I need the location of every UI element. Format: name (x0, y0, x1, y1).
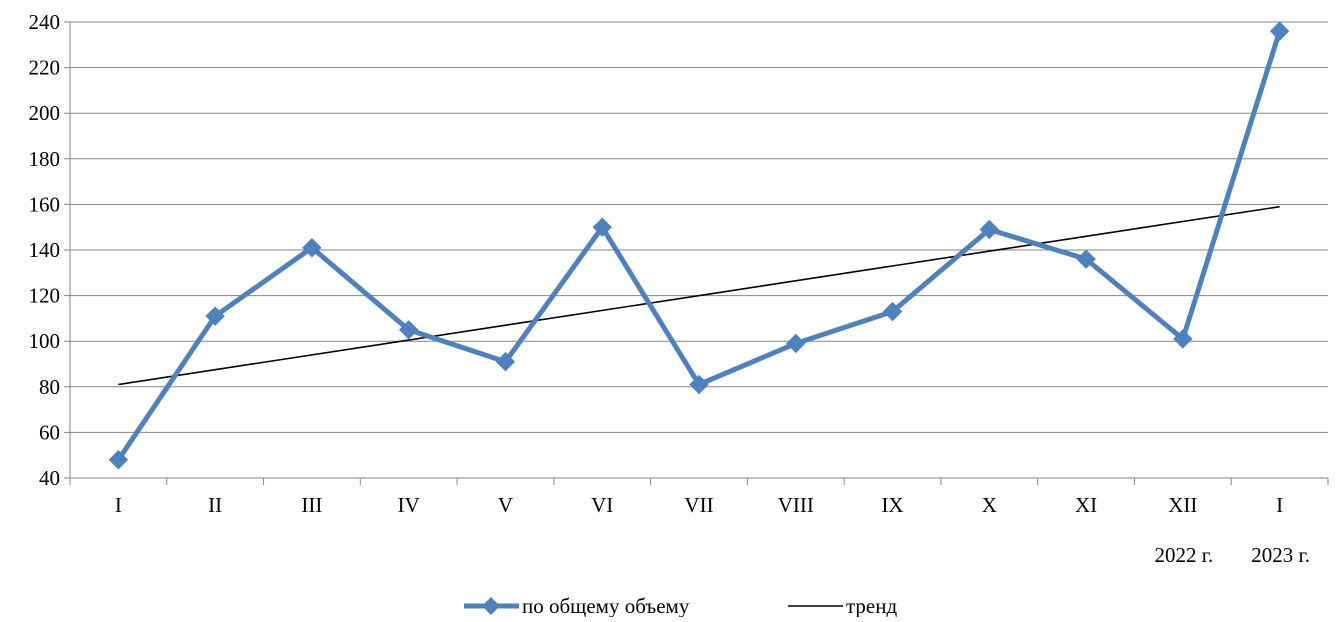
y-tick-label: 140 (29, 238, 61, 262)
x-tick-label: VI (591, 493, 613, 517)
legend-marker (482, 597, 500, 615)
data-point (302, 238, 322, 258)
y-tick-label: 220 (29, 56, 61, 80)
y-tick-label: 120 (29, 284, 61, 308)
y-tick-label: 180 (29, 147, 61, 171)
x-tick-label: III (301, 493, 322, 517)
data-point (108, 450, 129, 470)
legend-label-trend: тренд (846, 594, 897, 617)
series-line-po-obshchemu-obemu (115, 28, 1283, 463)
y-tick-label: 100 (29, 329, 61, 353)
data-point (979, 219, 1000, 240)
x-tick-label: VII (684, 493, 713, 517)
data-point (1173, 329, 1193, 349)
data-point (1076, 249, 1096, 269)
x-tick-label: IV (398, 493, 420, 517)
y-tick-label: 200 (29, 101, 61, 125)
trend-line (118, 205, 1280, 386)
x-tick-label: XI (1075, 493, 1097, 517)
series-layer (108, 21, 1290, 470)
data-point (495, 352, 516, 372)
y-tick-label: 240 (29, 10, 61, 34)
year-group-label: 2022 г. (1154, 543, 1213, 567)
x-tick-labels: I II III IV V VI VII VIII IX X XI XII I (115, 493, 1283, 517)
x-tick-label: IX (881, 493, 903, 517)
y-tick-label: 160 (29, 192, 61, 216)
x-tick-label: II (208, 493, 222, 517)
year-group-label: 2023 г. (1251, 543, 1310, 567)
legend: по общему объему тренд (464, 594, 897, 618)
y-tick-labels: 40 60 80 100 120 140 160 180 200 220 240 (29, 10, 61, 490)
data-point (205, 306, 225, 326)
year-group-labels: 2022 г. 2023 г. (1154, 543, 1310, 567)
y-tick-label: 80 (39, 375, 60, 399)
x-tick-label: X (982, 493, 997, 517)
data-point (592, 217, 612, 237)
x-tick-label: I (115, 493, 122, 517)
data-point (786, 333, 806, 354)
data-point (398, 320, 419, 340)
y-tick-label: 60 (39, 420, 60, 444)
legend-label-po-obshchemu-obemu: по общему объему (522, 594, 690, 617)
x-tick-label: V (498, 493, 513, 517)
x-tick-label: XII (1168, 493, 1197, 517)
x-tick-label: VIII (778, 493, 814, 517)
data-point (689, 374, 709, 395)
data-point (882, 301, 903, 322)
grid (70, 21, 1328, 479)
axes (64, 21, 1329, 485)
y-tick-label: 40 (39, 466, 60, 490)
x-tick-label: I (1276, 493, 1283, 517)
data-point (1269, 21, 1290, 41)
